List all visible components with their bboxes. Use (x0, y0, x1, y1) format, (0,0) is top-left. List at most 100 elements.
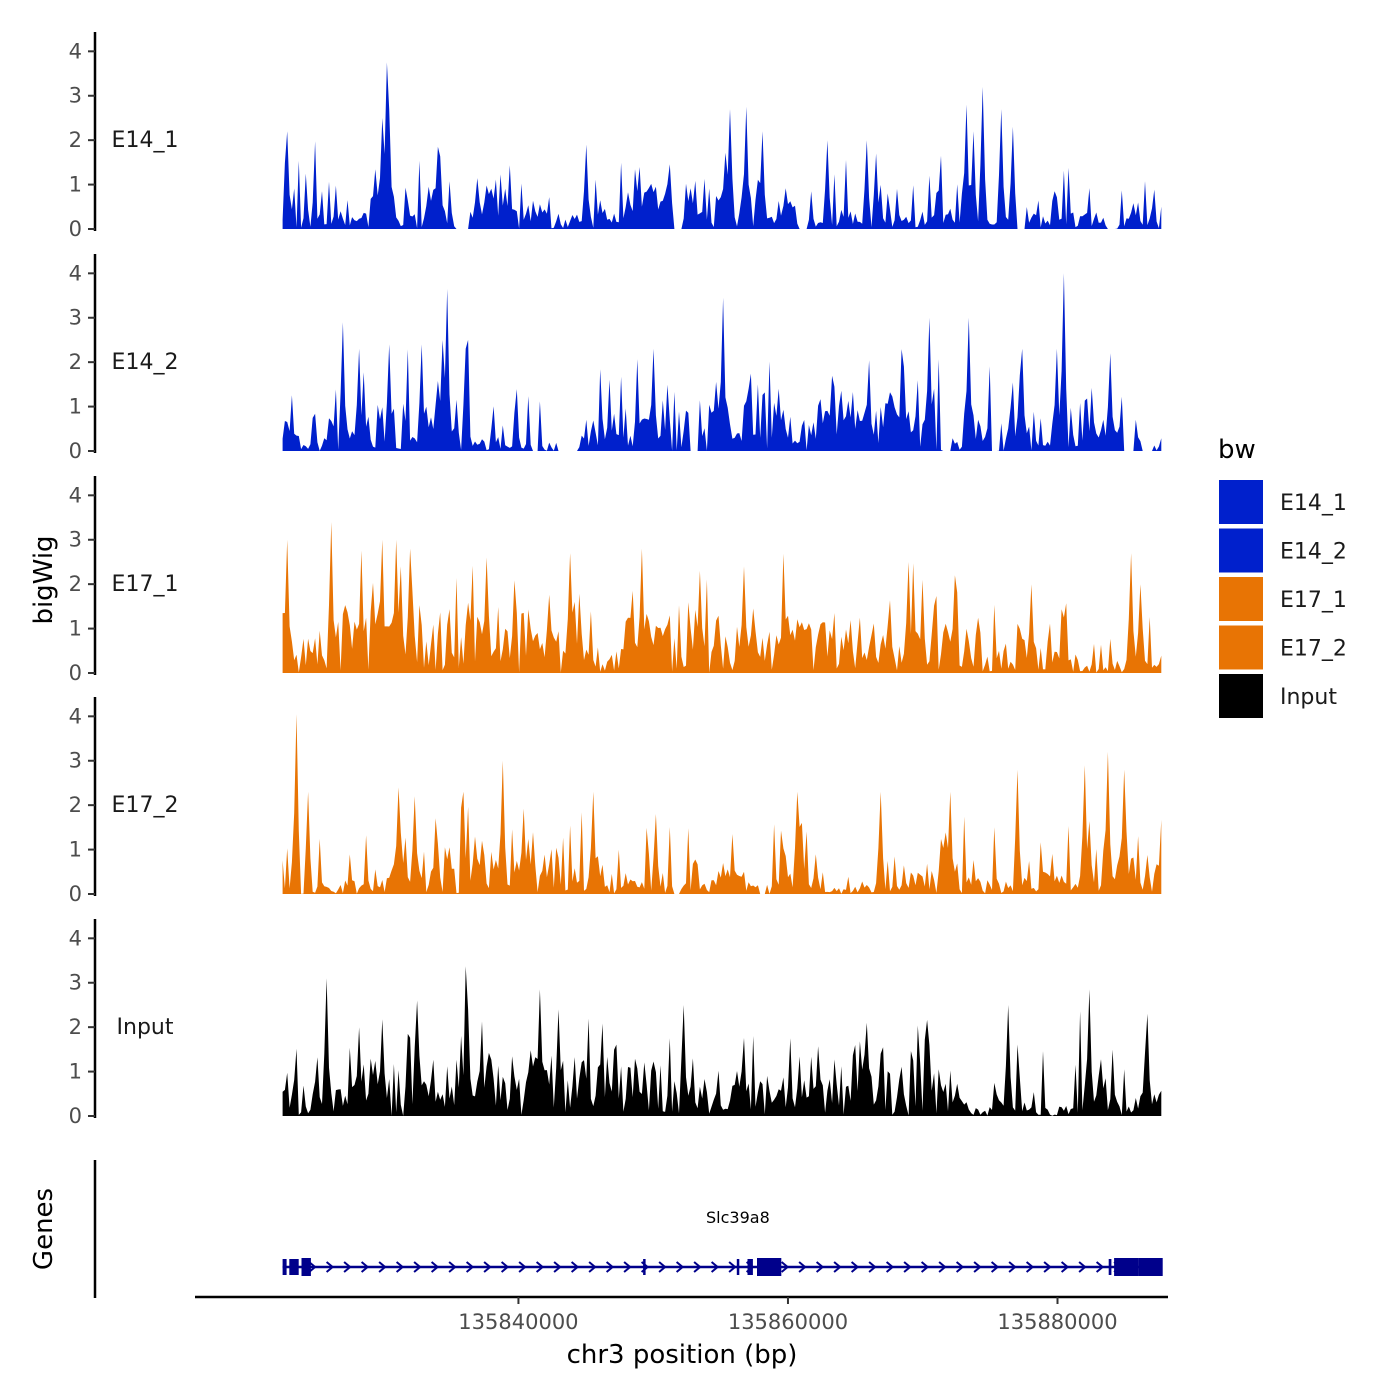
strand-arrow (325, 1261, 335, 1273)
strand-arrow (378, 1261, 387, 1273)
strand-arrow (500, 1261, 510, 1273)
strand-arrow (1095, 1261, 1105, 1273)
strand-arrow (868, 1261, 877, 1273)
gene-track: Slc39a8 (93, 1160, 1163, 1298)
legend-swatch (1219, 577, 1263, 621)
gene-exon (1108, 1259, 1112, 1275)
signal-area-e14-1 (282, 62, 1162, 230)
y-tick-label: 3 (69, 306, 82, 330)
strand-arrow (780, 1261, 790, 1273)
strand-arrow (973, 1261, 982, 1273)
strand-arrow (990, 1261, 1000, 1273)
signal-area-e17-2 (282, 714, 1162, 894)
gene-exon (643, 1259, 646, 1275)
strand-arrow (658, 1261, 667, 1273)
strand-arrow (465, 1261, 475, 1273)
strand-arrow (798, 1261, 807, 1273)
legend-label: E17_2 (1280, 637, 1347, 662)
track-label: E17_1 (112, 572, 179, 597)
y-tick-label: 4 (69, 704, 82, 728)
strand-arrow (483, 1261, 492, 1273)
legend-title: bw (1218, 435, 1256, 465)
y-tick-label: 1 (69, 1060, 82, 1084)
y-tick-label: 4 (69, 926, 82, 950)
track-label: E17_2 (112, 793, 179, 818)
x-tick-label: 135880000 (997, 1310, 1117, 1334)
x-tick-label: 135860000 (728, 1310, 848, 1334)
strand-arrow (605, 1261, 615, 1273)
legend: bw E14_1 E14_2 E17_1 E17_2 Input (1218, 435, 1347, 718)
y-tick-label: 0 (69, 882, 82, 906)
legend-label: E14_1 (1280, 491, 1347, 516)
strand-arrow (815, 1261, 825, 1273)
strand-arrow (535, 1261, 545, 1273)
track-e17-1: 0 1 2 3 4 E17_1 (69, 476, 1162, 685)
legend-label: E14_2 (1280, 540, 1347, 565)
signal-area-input (282, 966, 1162, 1116)
strand-arrow (955, 1261, 965, 1273)
gene-exon (289, 1259, 299, 1275)
strand-arrow (920, 1261, 930, 1273)
strand-arrow (360, 1261, 370, 1273)
strand-arrow (1043, 1261, 1052, 1273)
x-tick-label: 135840000 (458, 1310, 578, 1334)
x-axis: 135840000 135860000 135880000 (195, 1295, 1168, 1334)
track-input: 0 1 2 3 4 Input (69, 919, 1162, 1128)
strand-arrow (553, 1261, 562, 1273)
y-tick-label: 2 (69, 572, 82, 596)
strand-arrow (1025, 1261, 1035, 1273)
gene-exon (282, 1259, 287, 1275)
strand-arrow (395, 1261, 405, 1273)
legend-swatch (1219, 674, 1263, 718)
strand-arrow (1008, 1261, 1017, 1273)
legend-label: Input (1280, 685, 1337, 710)
y-tick-label: 2 (69, 350, 82, 374)
y-tick-label: 1 (69, 173, 82, 197)
track-label: E14_1 (112, 128, 179, 153)
strand-arrow (413, 1261, 422, 1273)
strand-arrow (343, 1261, 352, 1273)
strand-arrow (693, 1261, 702, 1273)
y-tick-label: 1 (69, 838, 82, 862)
y-tick-label: 3 (69, 528, 82, 552)
y-tick-label: 2 (69, 1015, 82, 1039)
x-axis-title: chr3 position (bp) (567, 1340, 798, 1370)
gene-track-title: Genes (29, 1188, 59, 1270)
track-label: E14_2 (112, 350, 179, 375)
strand-arrow (938, 1261, 947, 1273)
gene-exon (736, 1259, 740, 1275)
strand-arrow (903, 1261, 912, 1273)
y-tick-label: 4 (69, 261, 82, 285)
signal-area-e14-2 (282, 273, 1162, 451)
track-e14-1: 0 1 2 3 4 E14_1 (69, 32, 1162, 241)
signal-area-e17-1 (282, 522, 1162, 673)
y-tick-label: 1 (69, 617, 82, 641)
strand-arrow (850, 1261, 860, 1273)
strand-arrow (588, 1261, 597, 1273)
y-tick-label: 0 (69, 661, 82, 685)
y-tick-label: 1 (69, 395, 82, 419)
legend-swatch (1219, 480, 1263, 524)
strand-arrow (430, 1261, 440, 1273)
strand-arrow (308, 1261, 317, 1273)
y-tick-label: 2 (69, 128, 82, 152)
track-e17-2: 0 1 2 3 4 E17_2 (69, 697, 1162, 906)
y-tick-label: 0 (69, 1104, 82, 1128)
gene-name-label: Slc39a8 (706, 1208, 770, 1227)
strand-arrow (448, 1261, 457, 1273)
strand-arrow (710, 1261, 720, 1273)
strand-arrow (1060, 1261, 1070, 1273)
track-e14-2: 0 1 2 3 4 E14_2 (69, 254, 1162, 463)
y-tick-label: 4 (69, 483, 82, 507)
strand-arrow (518, 1261, 527, 1273)
y-tick-label: 3 (69, 84, 82, 108)
legend-swatch (1219, 528, 1263, 573)
track-label: Input (117, 1015, 174, 1040)
y-tick-label: 2 (69, 793, 82, 817)
y-tick-label: 3 (69, 749, 82, 773)
strand-arrow (675, 1261, 685, 1273)
gene-exon (1114, 1258, 1139, 1276)
strand-arrow (570, 1261, 580, 1273)
legend-swatch (1219, 625, 1263, 670)
